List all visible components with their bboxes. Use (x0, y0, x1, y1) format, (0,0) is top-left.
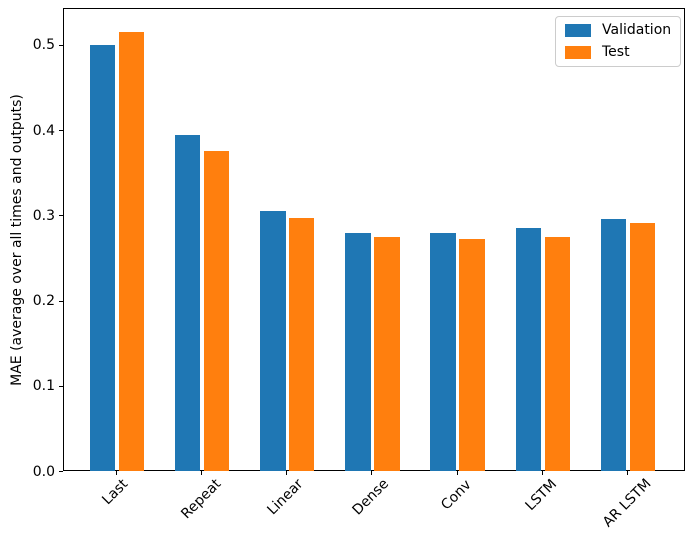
bar-validation-dense (345, 233, 371, 471)
x-tick-label-last: Last (99, 476, 132, 509)
bar-validation-lstm (515, 228, 542, 471)
y-tick-label: 0.4 (32, 122, 55, 139)
bar-validation-last (89, 45, 116, 471)
bar-validation-linear (259, 211, 286, 471)
y-axis-label: MAE (average over all times and outputs) (9, 94, 25, 386)
bar-test-last (118, 32, 145, 471)
x-tick (627, 471, 628, 475)
x-tick-label-lstm: LSTM (522, 476, 561, 514)
x-tick (542, 471, 543, 475)
x-tick-label-dense: Dense (349, 476, 393, 519)
legend-item-test: Test (565, 45, 671, 60)
legend-swatch-test (565, 46, 591, 59)
y-tick-label: 0.3 (32, 207, 55, 224)
legend-item-validation: Validation (565, 23, 671, 38)
x-tick (286, 471, 287, 475)
y-tick-label: 0.2 (32, 293, 55, 310)
bar-test-dense (374, 236, 400, 471)
x-tick (201, 471, 202, 475)
y-tick (59, 301, 63, 302)
bar-test-linear (288, 218, 315, 471)
y-tick (59, 386, 63, 387)
legend: Validation Test (555, 16, 682, 67)
x-tick (116, 471, 117, 475)
bar-validation-ar-lstm (600, 218, 627, 471)
plot-area (63, 8, 685, 471)
y-tick (59, 130, 63, 131)
x-tick-label-conv: Conv (437, 476, 475, 513)
bar-test-ar-lstm (629, 223, 656, 471)
x-tick (371, 471, 372, 475)
legend-label-validation: Validation (602, 22, 672, 38)
bar-validation-conv (430, 233, 456, 471)
x-tick-label-linear: Linear (264, 476, 307, 519)
y-tick-label: 0.0 (32, 463, 55, 480)
bar-test-repeat (203, 150, 230, 471)
bar-validation-repeat (174, 135, 201, 471)
legend-swatch-validation (565, 24, 591, 37)
legend-label-test: Test (602, 44, 630, 60)
y-tick (59, 471, 63, 472)
y-tick-label: 0.1 (32, 378, 55, 395)
x-tick-label-ar-lstm: AR LSTM (599, 476, 654, 531)
x-tick (457, 471, 458, 475)
bar-test-lstm (544, 236, 571, 471)
y-tick-label: 0.5 (32, 37, 55, 54)
y-tick (59, 215, 63, 216)
bar-test-conv (459, 238, 485, 471)
y-tick (59, 45, 63, 46)
x-tick-label-repeat: Repeat (177, 476, 224, 523)
